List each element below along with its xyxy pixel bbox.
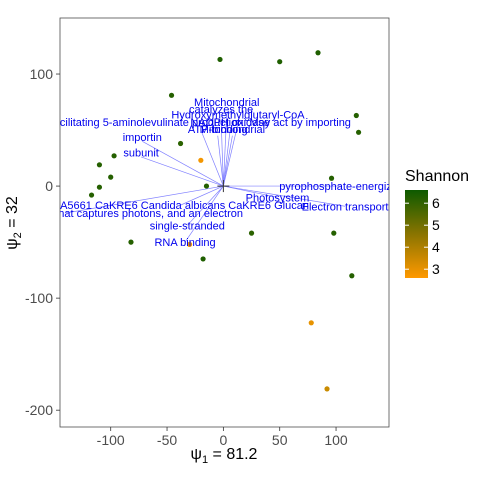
legend-label-3: 6 [432,195,440,211]
loading-arrow-11 [223,185,346,207]
loading-arrow-1 [220,118,224,187]
legend-ticks: 3 4 5 6 [405,195,440,277]
data-point-13 [203,183,210,189]
data-point-7 [111,153,117,159]
data-point-8 [96,162,103,168]
loading-arrow-12 [180,185,224,206]
loading-arrow-3 [200,129,224,187]
loading-label-8: subunit [123,147,158,159]
x-axis-title: ψ1 = 81.2 [191,446,258,466]
data-point-0 [217,56,223,63]
loading-label-10: pyrophosphate-energized [279,181,404,193]
data-point-12 [96,184,103,190]
data-point-3 [168,92,175,98]
legend-title: Shannon [405,168,469,185]
loading-label-12: CA5661 CaKRE6 Candida albicans CaKRE6 Gl… [52,200,309,212]
data-point-4 [353,112,359,119]
loading-arrow-15 [184,185,224,243]
data-point-11 [328,175,335,181]
legend-label-1: 4 [432,239,440,255]
legend-label-2: 5 [432,217,440,233]
loading-label-3: facilitating 5-aminolevulinate productio… [51,117,351,129]
loading-label-6: ATP-binding [188,124,248,136]
loading-label-5: Mitochondrial [200,124,265,136]
data-point-5 [355,129,362,135]
loading-arrow-13 [65,185,224,214]
data-point-21 [308,320,314,326]
data-point-10 [108,174,114,180]
data-point-2 [315,50,321,56]
data-point-6 [177,140,184,147]
data-point-19 [200,256,206,262]
x-tick-label-1: -50 [157,432,177,448]
loading-label-14: single-stranded [150,220,225,232]
data-points [88,50,362,392]
legend-label-0: 3 [432,261,440,277]
data-point-1 [277,59,283,65]
loading-arrow-2 [223,123,239,187]
loading-arrow-0 [223,112,228,187]
loading-label-11: Electron transport [302,201,389,213]
data-point-18 [331,230,337,236]
data-point-16 [186,241,193,247]
y-tick-label-2: 0 [45,178,53,194]
x-tick-label-2: 0 [219,432,227,448]
x-axis-ticks: -100 -50 0 50 100 [97,427,348,448]
x-tick-label-0: -100 [97,432,125,448]
loading-label-15: RNA binding [154,237,215,249]
data-point-17 [248,230,255,236]
loading-label-1: catalyzes the [189,104,253,116]
loading-label-4: NADPH oxidase [190,117,269,129]
origin-marker [217,180,230,193]
data-point-22 [324,386,330,392]
loading-label-9: Photosystem [246,192,310,204]
loading-label-0: Mitochondrial [194,97,259,109]
y-tick-label-1: -100 [25,290,53,306]
data-point-20 [349,273,355,279]
x-tick-label-3: 50 [272,432,288,448]
loading-label-2: Hydroxymethylglutaryl-CoA [171,109,305,121]
loading-label-7: importin [123,132,162,144]
y-axis-ticks: -200 -100 0 100 [25,66,60,418]
y-tick-label-3: 100 [30,66,54,82]
loading-arrow-8 [141,156,224,187]
loading-label-13: Forms of a core antenna complex that cap… [0,208,243,220]
legend-colorbar [405,190,428,278]
plot-panel [59,17,390,428]
legend: Shannon 3 4 5 6 [405,168,469,278]
loading-arrow-14 [187,185,224,226]
data-point-9 [198,157,204,163]
loading-arrow-6 [217,135,224,187]
data-point-15 [128,239,134,245]
loading-arrows [65,112,346,243]
data-point-14 [88,192,95,198]
loading-arrow-5 [223,135,233,187]
loading-arrow-4 [223,130,231,187]
y-axis-title: ψ2 = 32 [4,196,24,250]
y-tick-label-0: -200 [25,402,53,418]
x-tick-label-4: 100 [324,432,348,448]
loading-arrow-9 [223,185,278,198]
loading-arrow-7 [142,140,224,187]
